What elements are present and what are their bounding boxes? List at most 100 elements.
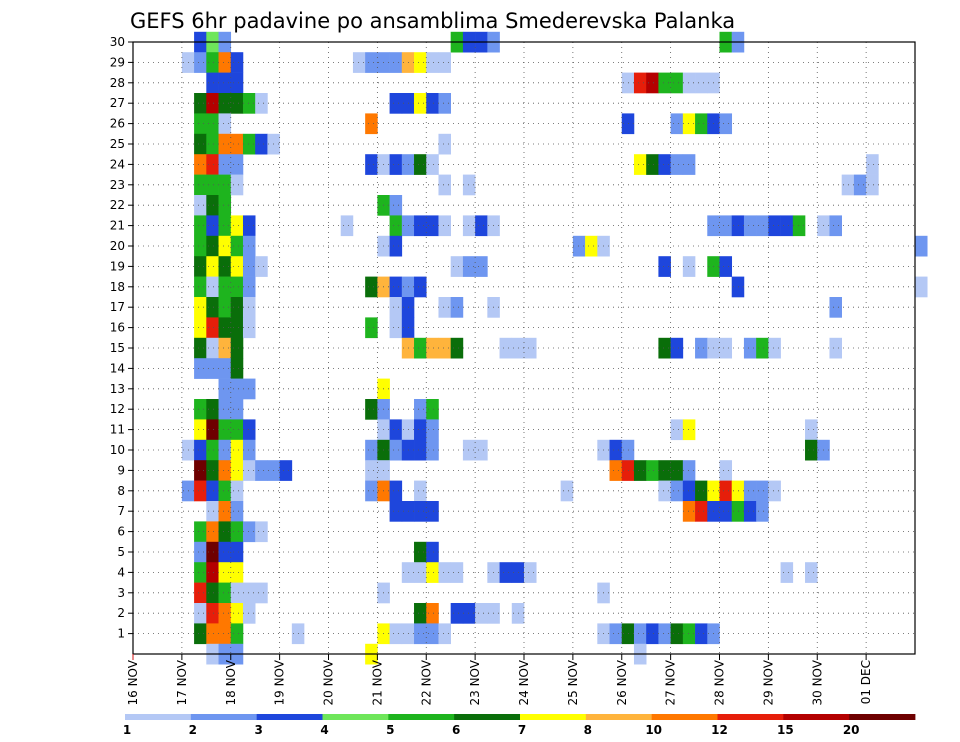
- heatmap-cell: [695, 623, 708, 645]
- colorbar-segment: [717, 714, 784, 720]
- y-tick-label: 8: [117, 484, 125, 498]
- colorbar-segment: [651, 714, 718, 720]
- heatmap-cell: [426, 603, 439, 624]
- y-tick-label: 22: [110, 198, 125, 212]
- heatmap-cell: [389, 480, 403, 502]
- heatmap-cell: [206, 521, 219, 543]
- x-tick-label: 22 NOV: [419, 659, 433, 705]
- heatmap-cell: [206, 480, 219, 502]
- heatmap-cell: [206, 297, 219, 318]
- heatmap-cell: [426, 215, 439, 237]
- heatmap-cell: [438, 562, 451, 583]
- heatmap-cell: [206, 358, 219, 379]
- y-tick-label: 21: [110, 219, 125, 233]
- heatmap-cell: [633, 72, 647, 94]
- heatmap-cell: [426, 154, 439, 175]
- heatmap-cell: [426, 337, 439, 359]
- heatmap-cell: [609, 439, 623, 461]
- heatmap-cell: [915, 276, 928, 298]
- heatmap-cell: [279, 460, 293, 481]
- heatmap-cell: [719, 256, 733, 277]
- heatmap-cell: [255, 256, 268, 277]
- colorbar: 1 2 3 4 5 6 7 8 10 12 15 20: [123, 714, 916, 737]
- heatmap-cell: [206, 399, 219, 420]
- y-tick-label: 12: [110, 402, 125, 416]
- colorbar-label: 7: [518, 723, 526, 737]
- heatmap-cell: [194, 460, 207, 481]
- heatmap-cell: [658, 337, 671, 359]
- colorbar-label: 20: [843, 723, 860, 737]
- heatmap-cell: [756, 480, 769, 502]
- heatmap-cell: [475, 215, 488, 237]
- heatmap-cell: [646, 154, 659, 175]
- heatmap-cell: [389, 276, 403, 298]
- y-tick-label: 10: [110, 443, 125, 457]
- heatmap-cell: [206, 501, 219, 522]
- heatmap-cell: [719, 337, 733, 359]
- heatmap-cell: [658, 72, 671, 94]
- heatmap-cell: [242, 419, 256, 441]
- heatmap-cell: [670, 72, 684, 94]
- heatmap-cell: [426, 439, 439, 461]
- heatmap-cell: [658, 256, 671, 277]
- heatmap-cell: [462, 174, 476, 196]
- heatmap-cell: [805, 439, 818, 461]
- heatmap-cell: [194, 256, 207, 277]
- x-tick-label: 25 NOV: [566, 659, 580, 705]
- y-tick-label: 27: [110, 96, 125, 110]
- heatmap-cell: [389, 501, 403, 522]
- heatmap-cell: [829, 215, 842, 237]
- heatmap-cell: [462, 256, 476, 277]
- heatmap-cell: [743, 337, 757, 359]
- heatmap-cell: [218, 419, 232, 441]
- heatmap-cell: [792, 215, 806, 237]
- heatmap-cell: [194, 337, 207, 359]
- heatmap-cell: [242, 460, 256, 481]
- heatmap-cell: [682, 480, 696, 502]
- heatmap-cell: [206, 337, 219, 359]
- heatmap-cell: [365, 399, 378, 420]
- heatmap-cell: [230, 501, 244, 522]
- heatmap-cell: [389, 52, 403, 73]
- heatmap-cell: [206, 460, 219, 481]
- heatmap-cell: [206, 439, 219, 461]
- heatmap-cell: [206, 72, 219, 94]
- heatmap-cell: [414, 337, 427, 359]
- heatmap-cell: [218, 460, 232, 481]
- heatmap-cell: [230, 256, 244, 277]
- heatmap-cell: [206, 154, 219, 175]
- heatmap-cell: [194, 235, 207, 257]
- heatmap-cell: [389, 297, 403, 318]
- heatmap-cell: [633, 154, 647, 175]
- heatmap-cell: [450, 603, 464, 624]
- heatmap-cell: [670, 623, 684, 645]
- heatmap-cell: [194, 133, 207, 155]
- heatmap-cell: [206, 623, 219, 645]
- heatmap-cell: [695, 72, 708, 94]
- colorbar-label: 2: [189, 723, 197, 737]
- heatmap-cell: [646, 72, 659, 94]
- heatmap-cell: [230, 439, 244, 461]
- heatmap-cell: [915, 235, 928, 257]
- y-tick-label: 9: [117, 463, 125, 477]
- heatmap-cell: [695, 480, 708, 502]
- heatmap-cell: [218, 72, 232, 94]
- y-tick-label: 18: [110, 280, 125, 294]
- heatmap-cell: [194, 93, 207, 114]
- heatmap-cell: [194, 399, 207, 420]
- y-tick-label: 17: [110, 300, 125, 314]
- heatmap-cell: [230, 317, 244, 339]
- x-axis-ticks: 16 NOV 17 NOV 18 NOV 19 NOV 20 NOV 21 NOV 22 N…: [126, 654, 873, 706]
- heatmap-cell: [414, 419, 427, 441]
- heatmap-cell: [206, 541, 219, 563]
- heatmap-cell: [866, 174, 879, 196]
- heatmap-cell: [450, 562, 464, 583]
- colorbar-segment: [849, 714, 916, 720]
- heatmap-cell: [206, 174, 219, 196]
- heatmap-cell: [414, 562, 427, 583]
- heatmap-cell: [218, 276, 232, 298]
- heatmap-cell: [414, 215, 427, 237]
- heatmap-cell: [194, 582, 207, 604]
- heatmap-cell: [255, 460, 268, 481]
- heatmap-cell: [414, 93, 427, 114]
